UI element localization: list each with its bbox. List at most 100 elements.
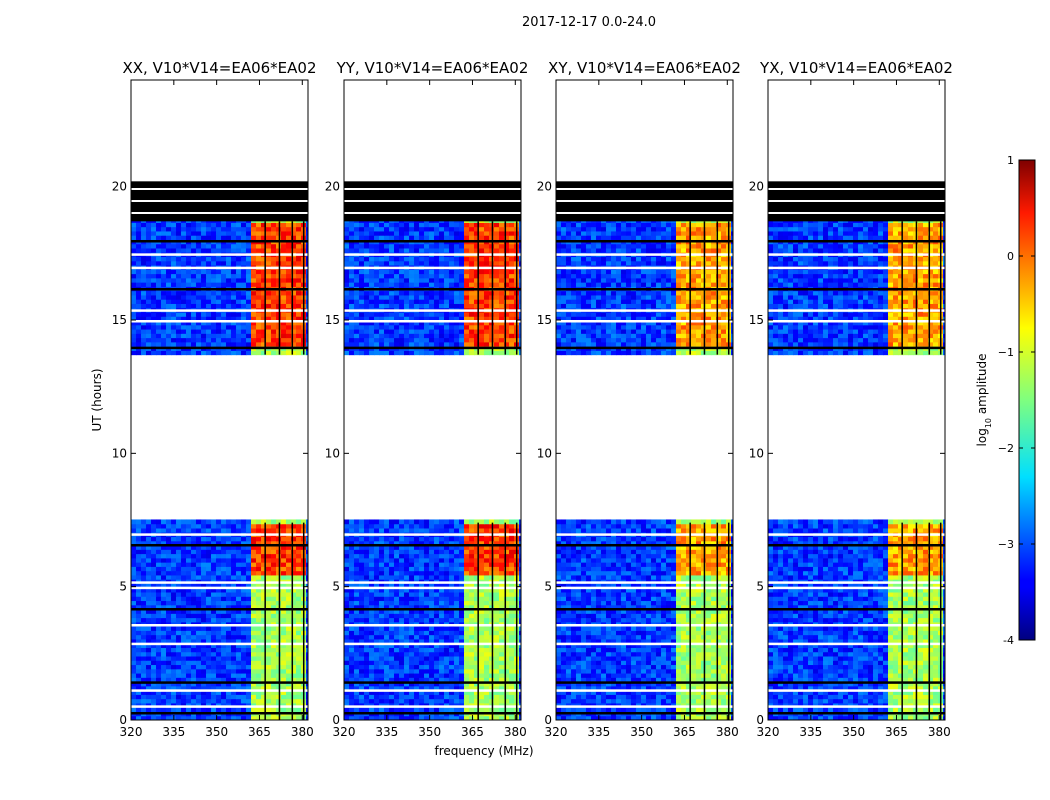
heatmap-cell: [439, 562, 445, 567]
heatmap-cell: [469, 536, 475, 542]
heatmap-cell: [464, 570, 470, 576]
heatmap-cell: [261, 587, 267, 593]
heatmap-cell: [484, 592, 490, 597]
heatmap-cell: [191, 312, 197, 317]
heatmap-cell: [464, 540, 470, 546]
heatmap-cell: [206, 634, 212, 640]
heatmap-cell: [344, 528, 350, 533]
heatmap-cell: [171, 324, 177, 330]
heatmap-cell: [454, 626, 460, 631]
heatmap-cell: [131, 698, 137, 704]
heatmap-cell: [286, 596, 292, 602]
heatmap-cell: [489, 519, 495, 525]
heatmap-cell: [379, 540, 385, 546]
heatmap-cell: [464, 574, 470, 580]
heatmap-cell: [469, 638, 475, 644]
heatmap-cell: [186, 333, 192, 339]
heatmap-cell: [459, 681, 465, 687]
heatmap-cell: [216, 664, 222, 670]
heatmap-cell: [424, 638, 430, 644]
heatmap-cell: [141, 630, 147, 636]
heatmap-cell: [439, 540, 445, 546]
heatmap-cell: [344, 570, 350, 576]
heatmap-cell: [131, 702, 137, 708]
heatmap-cell: [226, 350, 232, 356]
heatmap-cell: [364, 519, 370, 525]
heatmap-cell: [291, 673, 297, 678]
heatmap-cell: [151, 690, 157, 695]
heatmap-cell: [474, 638, 480, 644]
heatmap-cell: [281, 350, 287, 356]
heatmap-cell: [494, 647, 500, 653]
heatmap-cell: [306, 694, 308, 700]
heatmap-cell: [251, 519, 257, 525]
heatmap-cell: [131, 226, 137, 232]
heatmap-cell: [221, 256, 227, 262]
heatmap-cell: [349, 685, 355, 691]
heatmap-cell: [434, 643, 440, 648]
heatmap-cell: [484, 320, 490, 326]
heatmap-cell: [504, 673, 510, 678]
heatmap-cell: [156, 540, 162, 546]
heatmap-cell: [419, 596, 425, 602]
heatmap-cell: [384, 549, 390, 555]
heatmap-cell: [156, 329, 162, 334]
heatmap-cell: [181, 256, 187, 262]
heatmap-cell: [369, 626, 375, 631]
heatmap-cell: [379, 324, 385, 330]
heatmap-cell: [231, 243, 237, 249]
heatmap-cell: [251, 664, 257, 670]
heatmap-cell: [449, 320, 455, 326]
heatmap-cell: [349, 634, 355, 640]
heatmap-cell: [256, 337, 262, 343]
heatmap-cell: [231, 685, 237, 691]
heatmap-cell: [136, 549, 142, 555]
heatmap-cell: [241, 549, 247, 555]
heatmap-cell: [151, 341, 157, 347]
heatmap-cell: [251, 277, 257, 283]
heatmap-cell: [509, 566, 515, 572]
heatmap-cell: [494, 324, 500, 330]
heatmap-cell: [286, 630, 292, 636]
heatmap-cell: [266, 312, 272, 317]
heatmap-cell: [176, 273, 182, 279]
heatmap-cell: [479, 341, 485, 347]
heatmap-cell: [251, 256, 257, 262]
heatmap-cell: [161, 587, 167, 593]
heatmap-cell: [459, 587, 465, 593]
heatmap-cell: [171, 617, 177, 623]
heatmap-cell: [344, 324, 350, 330]
heatmap-cell: [364, 673, 370, 678]
heatmap-cell: [221, 273, 227, 279]
heatmap-cell: [196, 553, 202, 559]
heatmap-cell: [266, 647, 272, 653]
heatmap-cell: [171, 350, 177, 356]
heatmap-cell: [246, 702, 252, 708]
heatmap-cell: [151, 222, 157, 228]
heatmap-cell: [246, 294, 252, 300]
heatmap-cell: [181, 694, 187, 700]
heatmap-cell: [404, 681, 410, 687]
time-gap: [131, 581, 308, 584]
heatmap-cell: [186, 260, 192, 266]
heatmap-cell: [519, 341, 521, 347]
heatmap-cell: [454, 673, 460, 678]
heatmap-cell: [281, 570, 287, 576]
heatmap-cell: [291, 685, 297, 691]
heatmap-cell: [181, 673, 187, 678]
heatmap-cell: [459, 320, 465, 326]
heatmap-cell: [409, 333, 415, 339]
heatmap-cell: [354, 690, 360, 695]
heatmap-cell: [266, 570, 272, 576]
heatmap-cell: [156, 312, 162, 317]
heatmap-cell: [206, 613, 212, 619]
heatmap-cell: [509, 707, 515, 712]
heatmap-cell: [359, 617, 365, 623]
heatmap-cell: [161, 222, 167, 228]
heatmap-cell: [141, 647, 147, 653]
heatmap-cell: [474, 536, 480, 542]
heatmap-cell: [499, 664, 505, 670]
heatmap-cell: [136, 617, 142, 623]
heatmap-cell: [241, 562, 247, 567]
heatmap-cell: [146, 570, 152, 576]
